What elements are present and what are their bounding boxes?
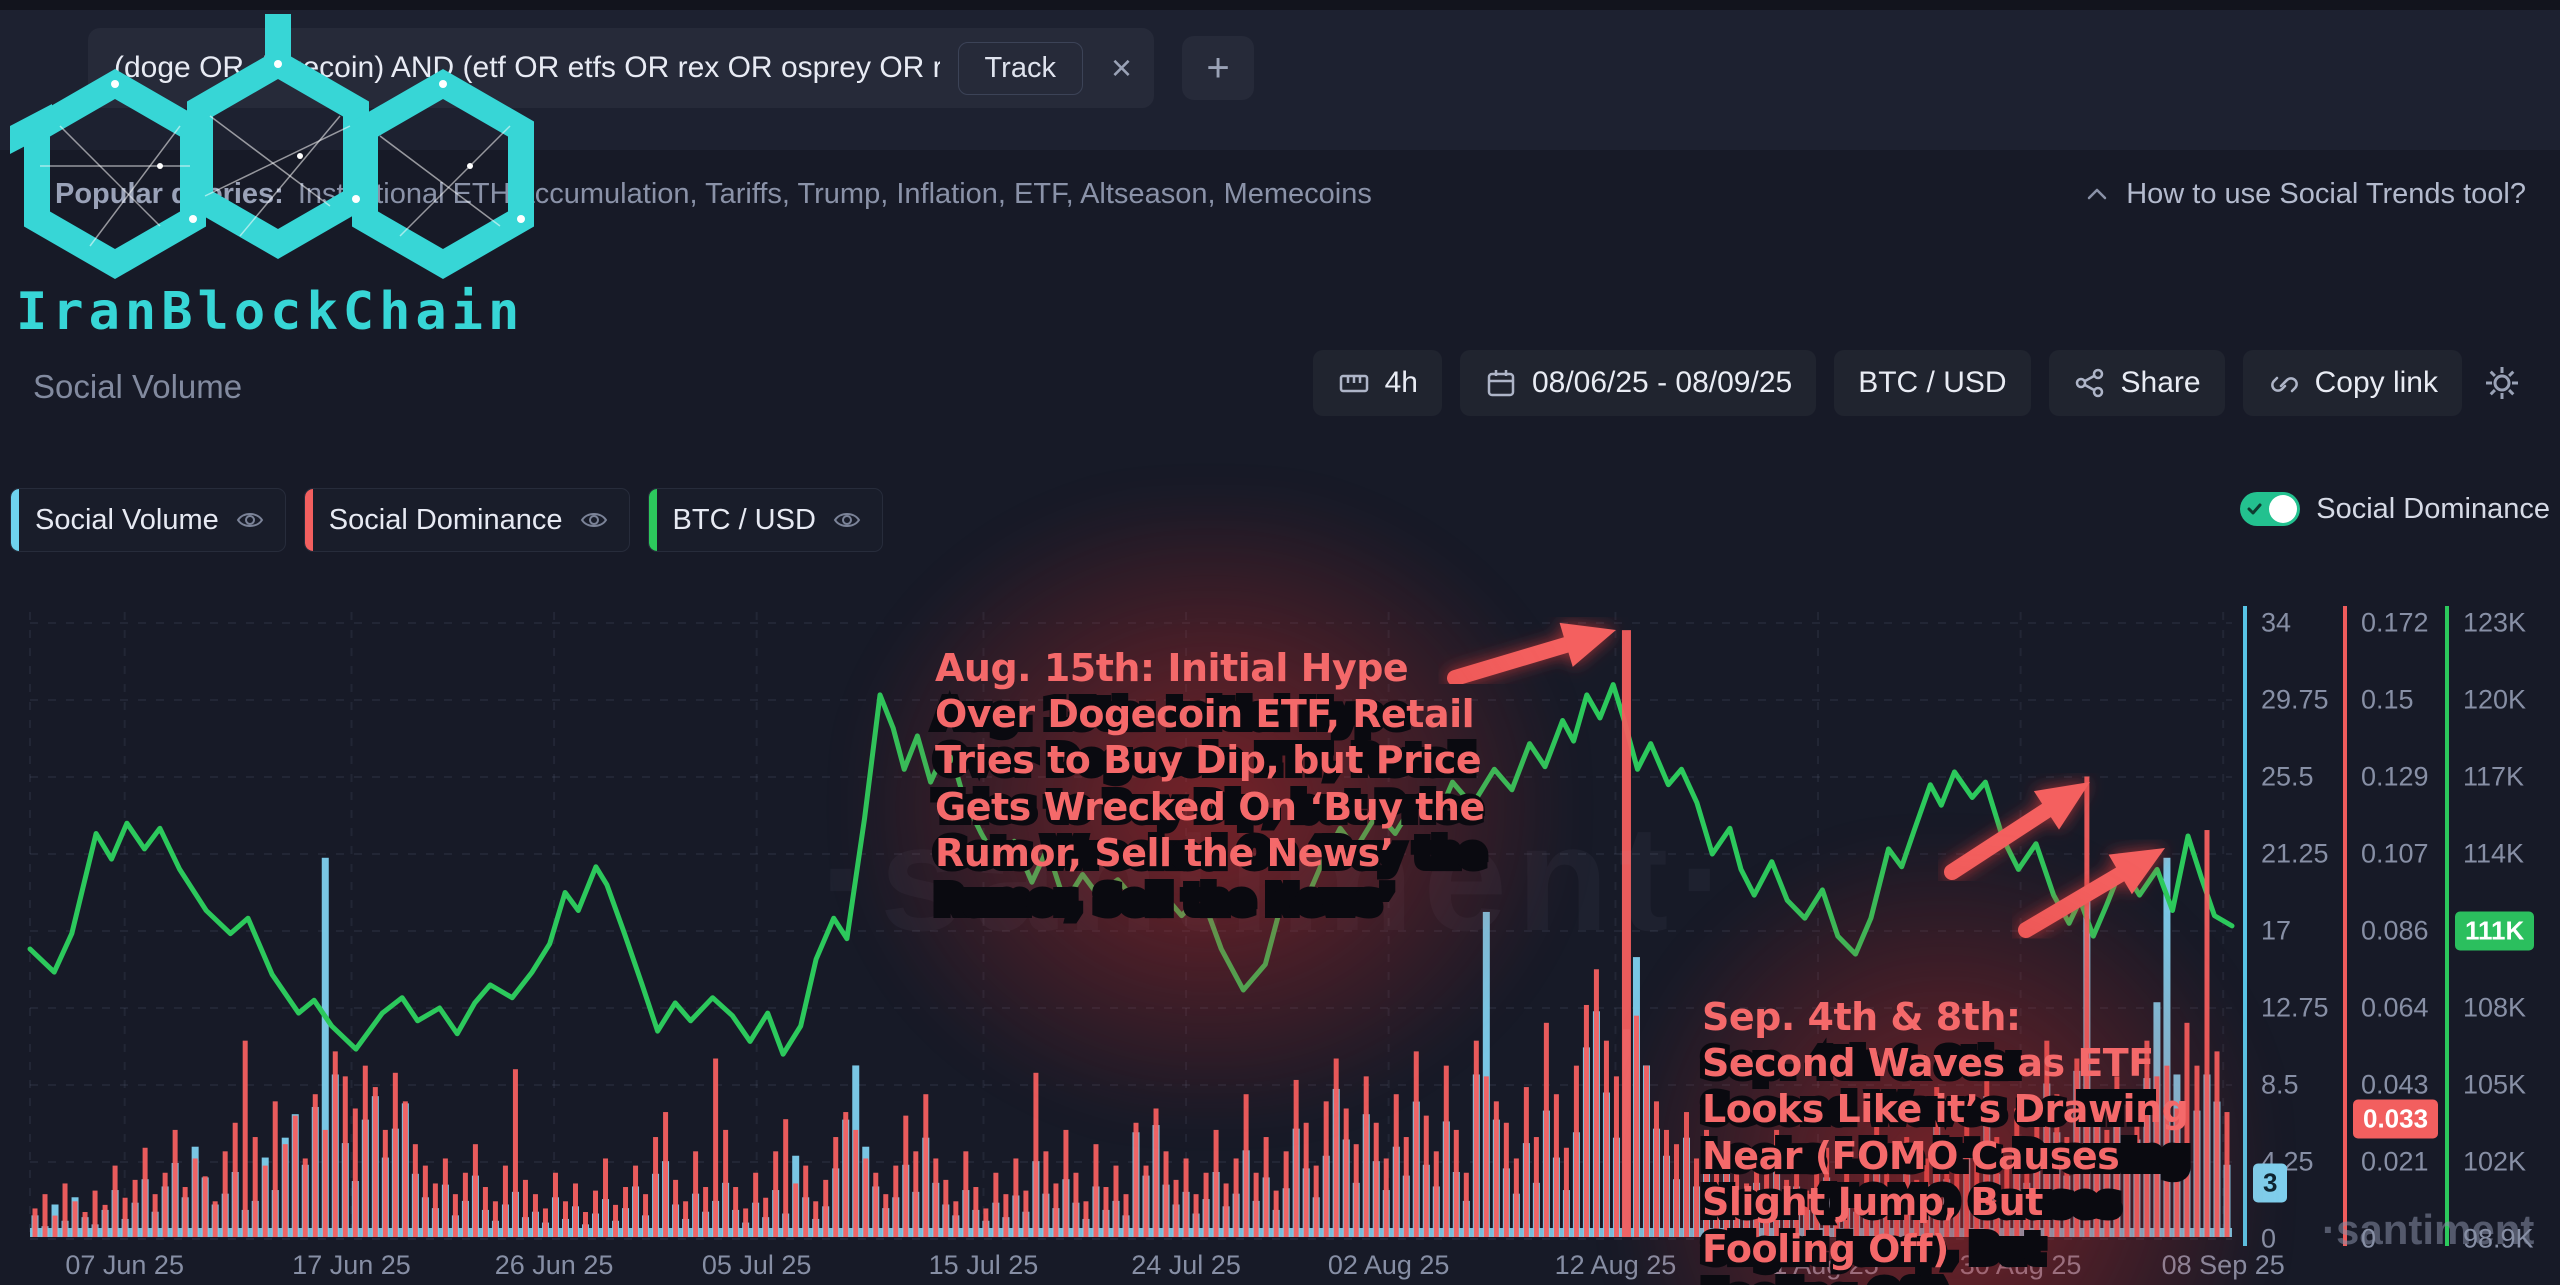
legend-chip-btc-usd[interactable]: BTC / USD xyxy=(647,488,883,552)
ruler-icon xyxy=(1339,374,1368,393)
settings-button[interactable] xyxy=(2480,361,2524,405)
search-query: (doge OR dogecoin) AND (etf OR etfs OR r… xyxy=(114,51,940,84)
page-title: Social Volume xyxy=(33,368,243,405)
close-icon[interactable]: × xyxy=(1110,47,1132,88)
legend-color-social-dominance xyxy=(304,489,313,551)
search-query-tab[interactable]: (doge OR dogecoin) AND (etf OR etfs OR r… xyxy=(88,28,1154,108)
date-range-label: 08/06/25 - 08/09/25 xyxy=(1531,366,1793,399)
link-icon xyxy=(2270,376,2298,393)
query-word: OR xyxy=(190,51,253,84)
eye-icon[interactable] xyxy=(235,505,265,535)
query-word: doge xyxy=(124,51,191,84)
share-button[interactable]: Share xyxy=(2048,350,2225,416)
toggle-label: Social Dominance xyxy=(2316,492,2550,525)
legend-color-btc-usd xyxy=(648,489,657,551)
iranblockchain-logo-text: IranBlockChain xyxy=(16,282,525,342)
asset-pair-button[interactable]: BTC / USD xyxy=(1834,350,2031,416)
share-icon xyxy=(2075,368,2103,398)
legend-chip-social-volume[interactable]: Social Volume xyxy=(10,488,286,552)
popular-queries: Popular queries: Institutional ETH accumu… xyxy=(55,178,1372,211)
copy-link-label: Copy link xyxy=(2314,366,2438,399)
legend-label-social-volume: Social Volume xyxy=(35,503,219,536)
chevron-up-icon xyxy=(2087,188,2107,199)
legend: Social Volume Social Dominance BTC / USD xyxy=(10,488,883,552)
legend-color-social-volume xyxy=(11,489,19,551)
popular-queries-items[interactable]: Institutional ETH accumulation, Tariffs,… xyxy=(297,178,1372,210)
check-icon xyxy=(2247,503,2262,515)
interval-label: 4h xyxy=(1384,366,1418,399)
eye-icon[interactable] xyxy=(832,505,862,535)
asset-pair-label: BTC / USD xyxy=(1858,366,2007,399)
date-range-button[interactable]: 08/06/25 - 08/09/25 xyxy=(1459,350,1817,416)
query-word: rex-osprey xyxy=(932,51,940,84)
share-label: Share xyxy=(2120,366,2201,399)
add-tab-button[interactable]: + xyxy=(1182,36,1254,100)
social-dominance-toggle-row: Social Dominance xyxy=(2240,492,2550,526)
popular-queries-label: Popular queries: xyxy=(55,178,284,210)
plus-icon: + xyxy=(1206,45,1230,90)
copy-link-button[interactable]: Copy link xyxy=(2242,350,2462,416)
track-button[interactable]: Track xyxy=(957,41,1083,95)
help-link-label: How to use Social Trends tool? xyxy=(2126,178,2526,210)
query-word: OR xyxy=(870,51,933,84)
gear-icon xyxy=(2486,367,2518,399)
legend-chip-social-dominance[interactable]: Social Dominance xyxy=(303,488,630,552)
toggle-knob xyxy=(2269,495,2298,523)
eye-icon[interactable] xyxy=(579,505,609,535)
query-word: ( xyxy=(114,51,124,84)
interval-button[interactable]: 4h xyxy=(1312,350,1442,416)
query-word: dogecoin xyxy=(252,51,375,84)
search-input[interactable]: (doge OR dogecoin) AND (etf OR etfs OR r… xyxy=(114,51,940,85)
help-link[interactable]: How to use Social Trends tool? xyxy=(2084,178,2526,211)
toggle-switch[interactable] xyxy=(2240,492,2301,526)
top-strip xyxy=(0,0,2560,10)
chart-toolbar: 4h 08/06/25 - 08/09/25 BTC / USD Share C… xyxy=(1312,350,2524,416)
legend-label-btc-usd: BTC / USD xyxy=(672,503,816,536)
query-word: ) AND (etf OR etfs OR rex OR xyxy=(374,51,781,84)
query-word: osprey xyxy=(780,51,871,84)
calendar-icon xyxy=(1487,370,1515,397)
legend-label-social-dominance: Social Dominance xyxy=(328,503,563,536)
